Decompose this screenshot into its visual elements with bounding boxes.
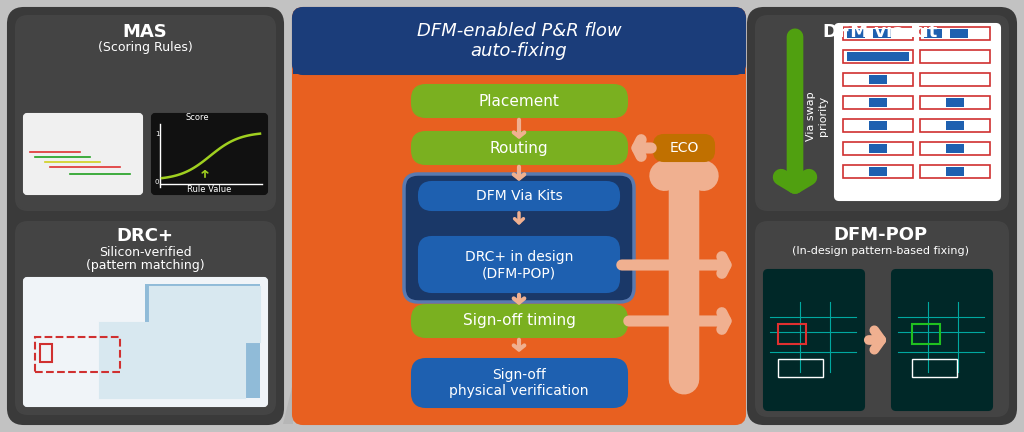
Text: DRC+: DRC+ — [117, 227, 173, 245]
Bar — [293, 54, 745, 74]
Text: ECO: ECO — [670, 141, 698, 155]
Bar — [950, 29, 968, 38]
Text: DFM Via Kits: DFM Via Kits — [475, 189, 562, 203]
Bar — [920, 27, 990, 40]
Text: 1: 1 — [155, 131, 160, 137]
Bar — [843, 119, 913, 132]
Bar — [912, 324, 940, 344]
Text: DRC+ in design
(DFM-POP): DRC+ in design (DFM-POP) — [465, 250, 573, 280]
Bar — [920, 96, 990, 109]
FancyBboxPatch shape — [419, 182, 618, 210]
Bar — [869, 167, 887, 176]
Bar — [912, 359, 957, 377]
Bar — [778, 359, 823, 377]
FancyBboxPatch shape — [412, 359, 627, 407]
FancyBboxPatch shape — [835, 24, 1000, 200]
Text: Silicon-verified: Silicon-verified — [98, 245, 191, 258]
Text: Routing: Routing — [489, 140, 548, 156]
Bar — [843, 142, 913, 155]
Text: Placement: Placement — [478, 93, 559, 108]
Text: Score: Score — [185, 114, 209, 123]
FancyBboxPatch shape — [150, 287, 260, 342]
FancyBboxPatch shape — [16, 222, 275, 414]
Text: 0: 0 — [155, 179, 160, 185]
Bar — [869, 75, 887, 84]
Bar — [35, 337, 120, 372]
Text: (Scoring Rules): (Scoring Rules) — [97, 41, 193, 54]
Bar — [920, 119, 990, 132]
Text: MAS: MAS — [123, 23, 167, 41]
FancyBboxPatch shape — [404, 174, 634, 302]
FancyBboxPatch shape — [412, 132, 627, 164]
Bar — [843, 96, 913, 109]
Text: (In-design pattern-based fixing): (In-design pattern-based fixing) — [792, 246, 969, 256]
Text: Sign-off
physical verification: Sign-off physical verification — [450, 368, 589, 398]
FancyBboxPatch shape — [16, 16, 275, 210]
Text: (pattern matching): (pattern matching) — [86, 260, 205, 273]
FancyBboxPatch shape — [24, 114, 142, 194]
Bar — [778, 324, 806, 344]
FancyBboxPatch shape — [293, 8, 745, 424]
Bar — [843, 50, 913, 63]
Bar — [843, 27, 913, 40]
Bar — [40, 344, 52, 362]
Bar — [920, 165, 990, 178]
Polygon shape — [100, 284, 260, 398]
Text: DFM-enabled P&R flow
auto-fixing: DFM-enabled P&R flow auto-fixing — [417, 22, 622, 60]
FancyBboxPatch shape — [152, 114, 267, 194]
FancyBboxPatch shape — [764, 270, 864, 410]
Bar — [869, 121, 887, 130]
Bar — [869, 144, 887, 153]
FancyBboxPatch shape — [756, 16, 1008, 210]
Text: DFM via kit: DFM via kit — [823, 23, 937, 41]
FancyBboxPatch shape — [24, 278, 267, 406]
Bar — [847, 29, 865, 38]
Text: DFM-POP: DFM-POP — [833, 226, 927, 244]
Bar — [847, 52, 909, 61]
Bar — [873, 29, 891, 38]
Text: Rule Value: Rule Value — [186, 184, 231, 194]
FancyBboxPatch shape — [892, 270, 992, 410]
FancyBboxPatch shape — [654, 135, 714, 161]
FancyBboxPatch shape — [412, 85, 627, 117]
FancyBboxPatch shape — [8, 8, 283, 424]
Text: Sign-off timing: Sign-off timing — [463, 314, 575, 328]
FancyBboxPatch shape — [756, 222, 1008, 416]
FancyBboxPatch shape — [748, 8, 1016, 424]
Bar — [946, 167, 964, 176]
Bar — [843, 165, 913, 178]
Bar — [924, 29, 942, 38]
FancyBboxPatch shape — [293, 8, 745, 74]
Bar — [920, 50, 990, 63]
FancyBboxPatch shape — [100, 323, 245, 398]
Bar — [920, 142, 990, 155]
Bar — [946, 121, 964, 130]
Bar — [869, 98, 887, 107]
Bar — [946, 98, 964, 107]
Bar — [843, 73, 913, 86]
FancyBboxPatch shape — [412, 305, 627, 337]
Polygon shape — [283, 383, 293, 424]
Bar — [946, 144, 964, 153]
FancyBboxPatch shape — [419, 237, 618, 292]
Text: Via swap
priority: Via swap priority — [806, 91, 827, 141]
Bar — [920, 73, 990, 86]
